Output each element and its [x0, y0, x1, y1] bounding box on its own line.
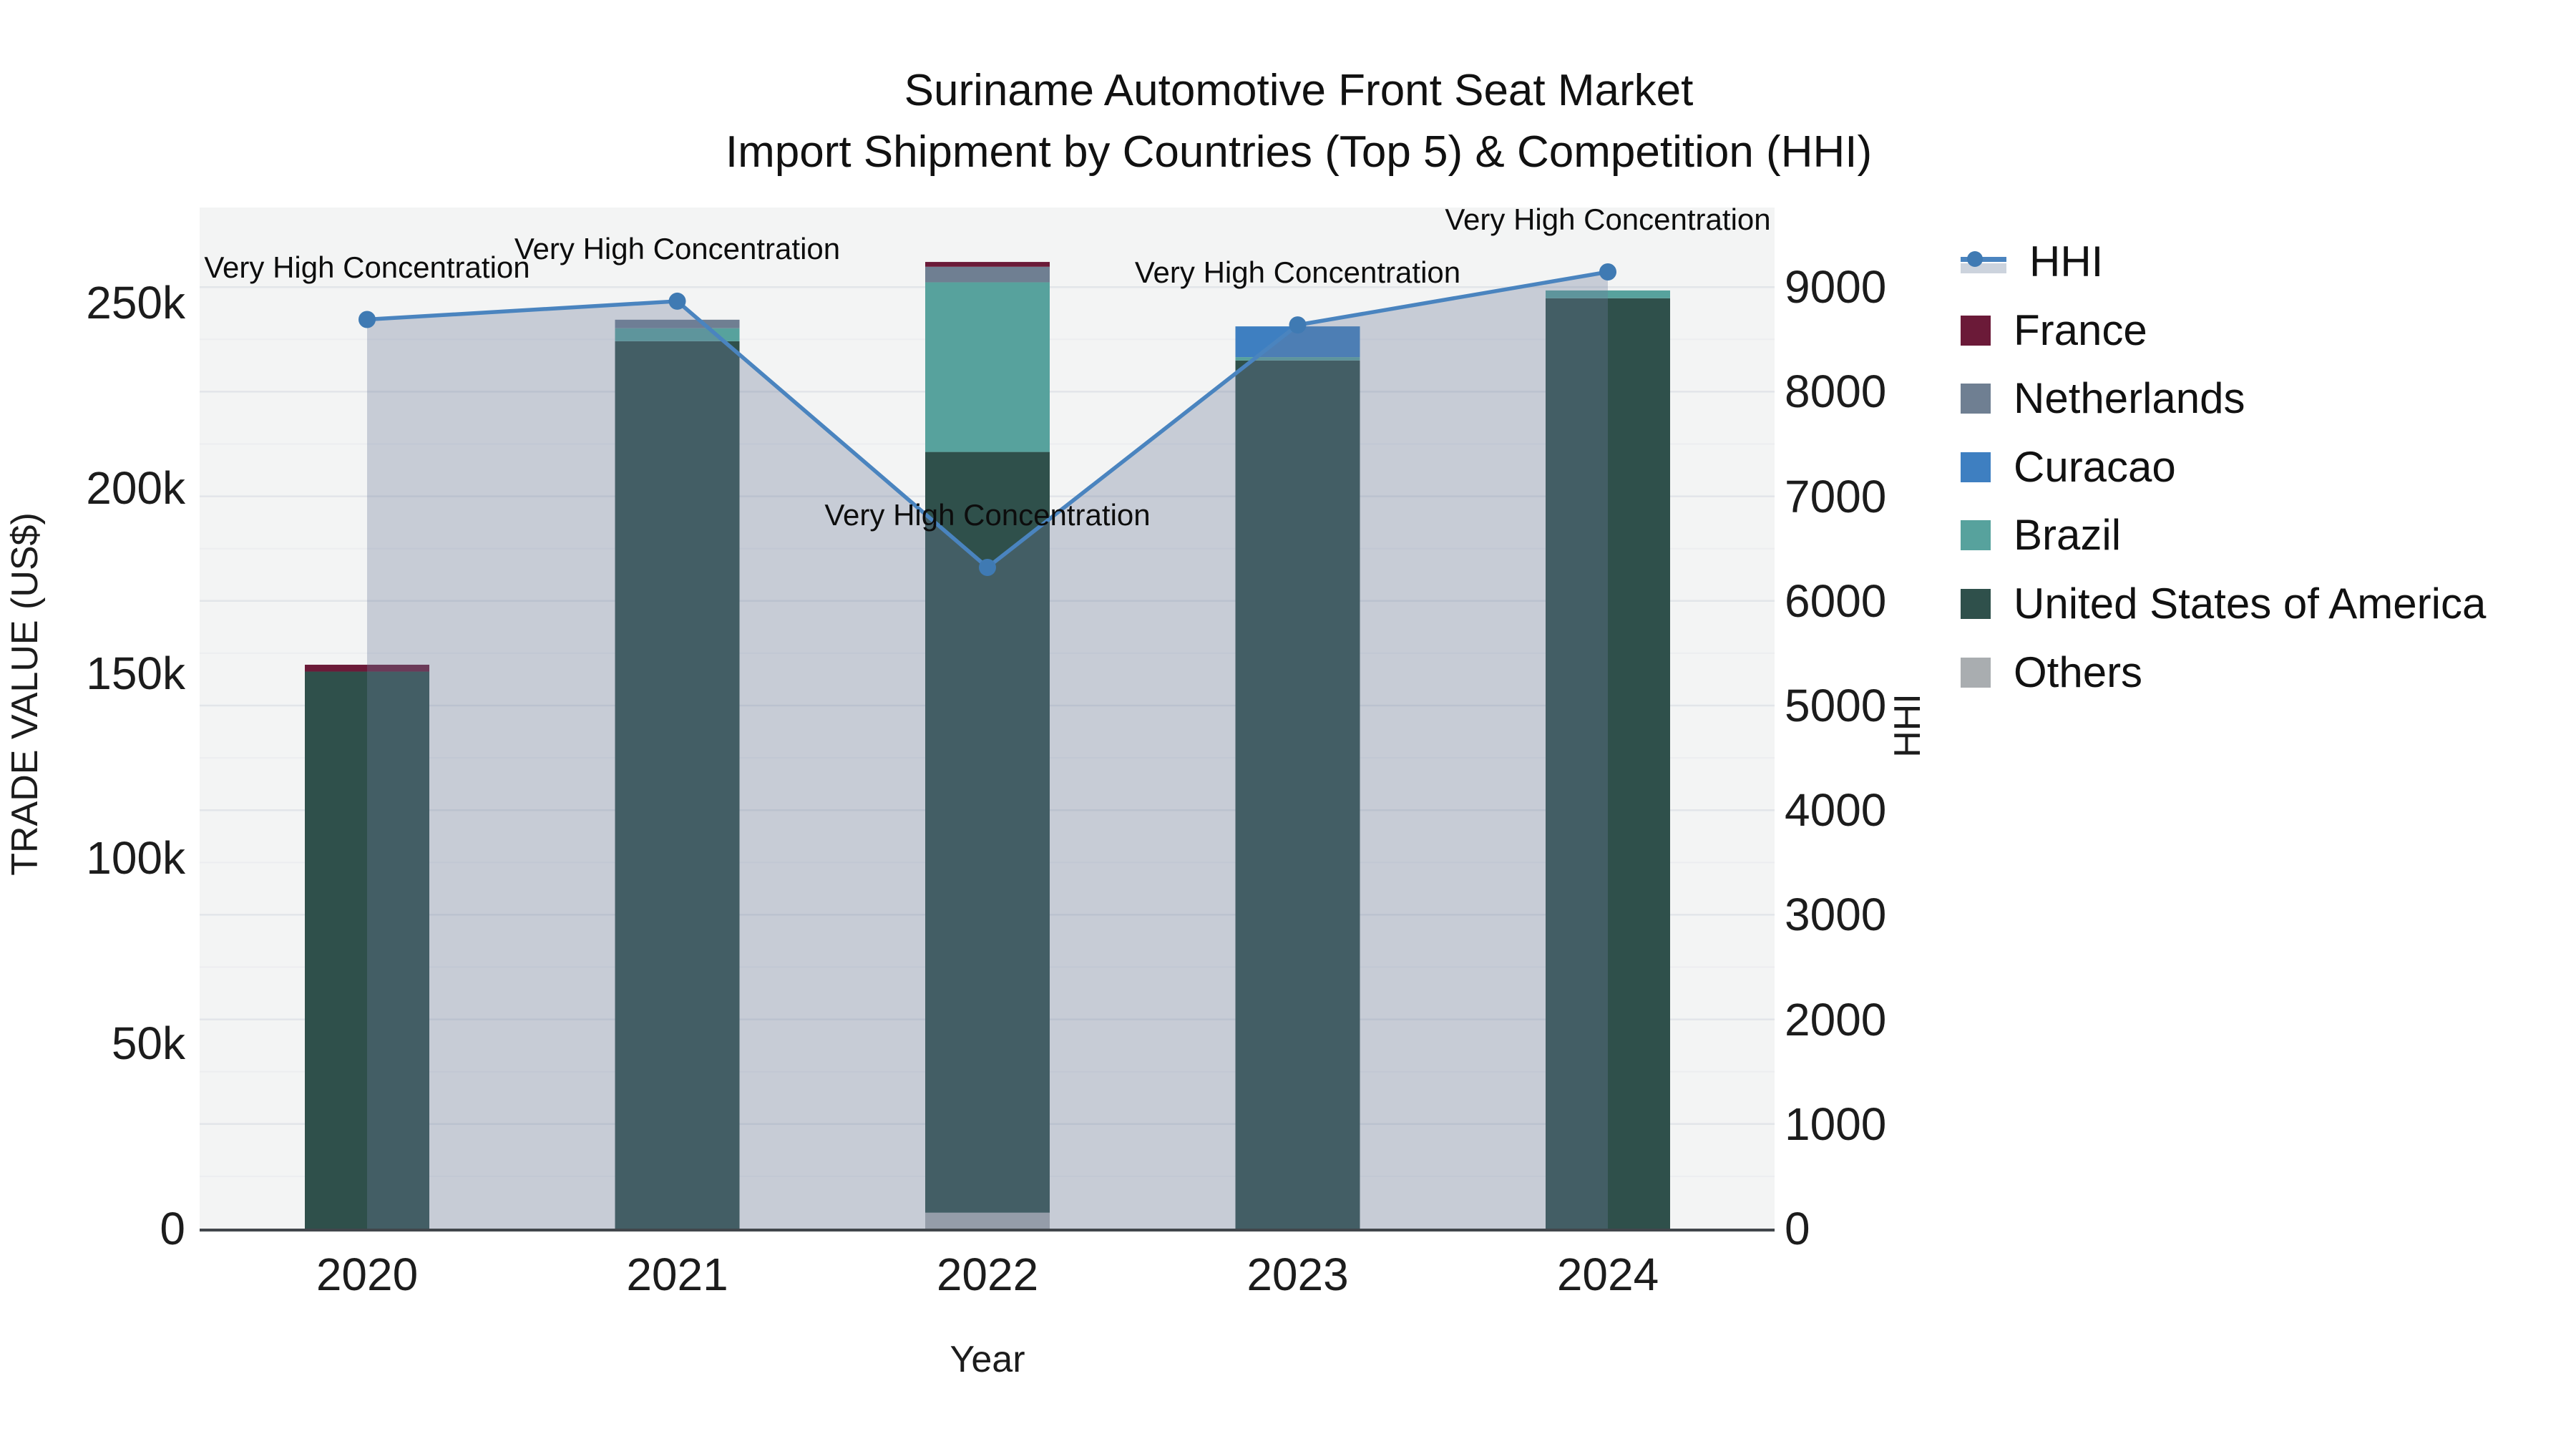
legend-label-curacao: Curacao	[2014, 442, 2176, 491]
legend-swatch-others-icon	[1961, 657, 1991, 688]
annotation-2021: Very High Concentration	[514, 231, 841, 265]
y-right-tick-1000: 1000	[1785, 1098, 1887, 1150]
bar-segment-united-states-of-america-2021	[615, 341, 740, 1229]
hhi-marker-2024	[1599, 263, 1616, 281]
legend-label-hhi: HHI	[2029, 238, 2104, 286]
bar-segment-brazil-2023	[1235, 357, 1360, 361]
y-right-tick-7000: 7000	[1785, 470, 1887, 522]
x-tick-2023: 2023	[1246, 1249, 1349, 1300]
x-tick-2020: 2020	[316, 1249, 419, 1300]
legend-item-united-states-of-america[interactable]: United States of America	[1961, 578, 2486, 630]
x-tick-2024: 2024	[1556, 1249, 1659, 1300]
hhi-marker-icon	[1967, 251, 1983, 267]
bar-segment-netherlands-2022	[925, 266, 1050, 283]
y-right-tick-8000: 8000	[1785, 366, 1887, 418]
legend-swatch-netherlands-icon	[1961, 384, 1991, 414]
y-right-axis-title: HHI	[1887, 693, 1928, 758]
y-right-tick-5000: 5000	[1785, 680, 1887, 731]
hhi-marker-2023	[1289, 316, 1307, 334]
y-left-tick-150k: 150k	[86, 647, 185, 699]
legend-label-brazil: Brazil	[2014, 511, 2122, 560]
legend-label-netherlands: Netherlands	[2014, 374, 2245, 423]
legend-item-brazil[interactable]: Brazil	[1961, 509, 2121, 561]
bar-segment-brazil-2021	[615, 328, 740, 341]
bar-segment-france-2022	[925, 262, 1050, 267]
annotation-2020: Very High Concentration	[204, 250, 530, 284]
hhi-line-legend-icon	[1961, 246, 2006, 278]
legend-swatch-brazil-icon	[1961, 520, 1991, 551]
y-left-tick-0: 0	[160, 1203, 185, 1254]
legend-item-hhi[interactable]: HHI	[1961, 236, 2103, 288]
y-right-tick-6000: 6000	[1785, 575, 1887, 627]
bar-segment-brazil-2022	[925, 282, 1050, 452]
legend-label-others: Others	[2014, 648, 2143, 696]
annotation-2022: Very High Concentration	[824, 498, 1151, 532]
legend-item-others[interactable]: Others	[1961, 647, 2142, 698]
bar-segment-netherlands-2021	[615, 319, 740, 328]
x-tick-2021: 2021	[626, 1249, 728, 1300]
page-subtitle: Import Shipment by Countries (Top 5) & C…	[725, 127, 1873, 177]
y-right-tick-4000: 4000	[1785, 784, 1887, 836]
y-right-tick-9000: 9000	[1785, 261, 1887, 313]
hhi-band-icon	[1961, 263, 2006, 273]
hhi-marker-2021	[668, 292, 686, 310]
legend-item-netherlands[interactable]: Netherlands	[1961, 373, 2245, 424]
y-right-tick-3000: 3000	[1785, 889, 1887, 941]
bar-segment-brazil-2024	[1546, 290, 1670, 298]
legend-item-curacao[interactable]: Curacao	[1961, 441, 2176, 493]
hhi-area-fill	[367, 272, 1608, 1229]
bar-segment-others-2022	[925, 1212, 1050, 1229]
legend-item-france[interactable]: France	[1961, 305, 2147, 356]
bar-segment-france-2020	[305, 664, 429, 672]
y-left-tick-100k: 100k	[86, 832, 185, 884]
annotation-2024: Very High Concentration	[1445, 203, 1771, 236]
page-title: Suriname Automotive Front Seat Market	[904, 66, 1694, 115]
legend-label-united-states-of-america: United States of America	[2014, 580, 2487, 628]
bar-segment-united-states-of-america-2022	[925, 452, 1050, 1213]
hhi-marker-2022	[979, 559, 996, 577]
legend-swatch-curacao-icon	[1961, 452, 1991, 482]
bar-segment-united-states-of-america-2023	[1235, 360, 1360, 1229]
y-right-tick-0: 0	[1785, 1203, 1810, 1254]
annotation-2023: Very High Concentration	[1134, 255, 1461, 290]
legend-swatch-united-states-of-america-icon	[1961, 589, 1991, 619]
legend-swatch-france-icon	[1961, 315, 1991, 346]
y-left-tick-200k: 200k	[86, 462, 185, 514]
bar-segment-united-states-of-america-2024	[1546, 298, 1670, 1229]
y-left-tick-50k: 50k	[111, 1018, 185, 1070]
x-tick-2022: 2022	[936, 1249, 1039, 1300]
y-right-tick-2000: 2000	[1785, 993, 1887, 1045]
y-left-axis-title: TRADE VALUE (US$)	[4, 512, 46, 876]
hhi-marker-2020	[358, 311, 376, 328]
legend-label-france: France	[2014, 306, 2147, 354]
hhi-line-icon	[1961, 257, 2006, 262]
x-axis-title: Year	[950, 1339, 1025, 1380]
y-left-tick-250k: 250k	[86, 277, 185, 328]
bar-segment-united-states-of-america-2020	[305, 671, 429, 1229]
